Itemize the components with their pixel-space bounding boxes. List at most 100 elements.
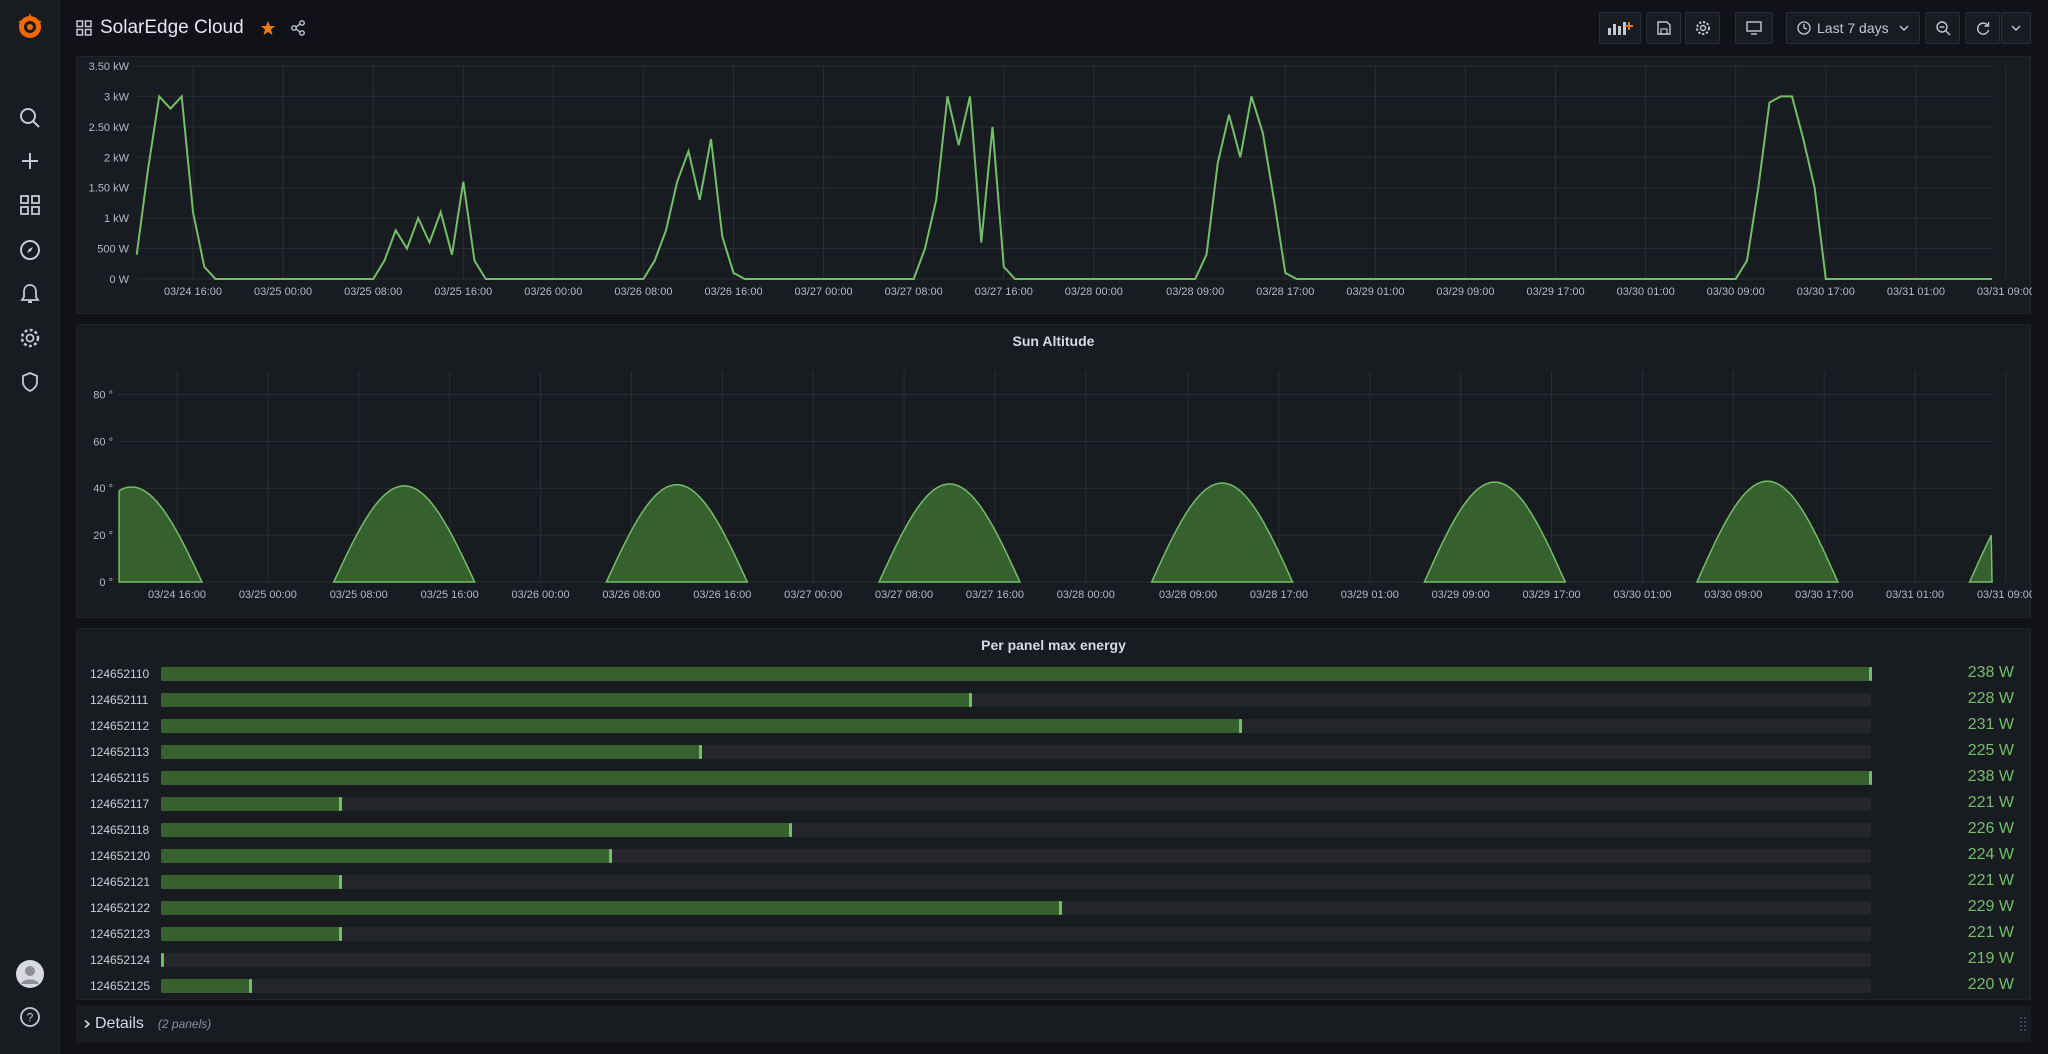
time-range-picker[interactable]: Last 7 days bbox=[1786, 12, 1920, 44]
y-tick-label: 3 kW bbox=[104, 91, 130, 103]
altitude-area-4 bbox=[1150, 482, 1294, 583]
time-range-label: Last 7 days bbox=[1817, 20, 1889, 36]
panel-title: Per panel max energy bbox=[981, 637, 1126, 653]
x-tick-label: 03/28 17:00 bbox=[1250, 589, 1308, 601]
x-tick-label: 03/25 00:00 bbox=[239, 589, 297, 601]
bar-gauge-row: 124652125 220 W bbox=[77, 973, 2032, 999]
star-icon[interactable] bbox=[260, 20, 276, 36]
altitude-area-0 bbox=[118, 486, 204, 583]
x-tick-label: 03/30 09:00 bbox=[1707, 286, 1765, 298]
bar-cap bbox=[969, 693, 972, 707]
altitude-area-6 bbox=[1695, 480, 1840, 583]
x-tick-label: 03/28 00:00 bbox=[1057, 589, 1115, 601]
bar-gauge-row: 124652123 221 W bbox=[77, 921, 2032, 947]
bar-label: 124652113 bbox=[90, 745, 150, 759]
bar-fill bbox=[161, 667, 1871, 681]
y-tick-label: 1 kW bbox=[104, 213, 130, 225]
sun-altitude-panel[interactable]: Sun Altitude 0 ° 20 ° 40 ° 60 ° 80 ° 03/24 16… bbox=[76, 324, 2035, 618]
bar-label: 124652121 bbox=[90, 875, 151, 889]
plus-icon[interactable] bbox=[14, 145, 46, 177]
x-tick-label: 03/25 16:00 bbox=[434, 286, 492, 298]
avatar[interactable] bbox=[14, 958, 46, 990]
details-row-count: (2 panels) bbox=[157, 1017, 212, 1031]
bar-value: 220 W bbox=[1967, 976, 2014, 993]
bar-gauge-row: 124652118 226 W bbox=[77, 817, 2032, 843]
details-row-title[interactable]: Details bbox=[95, 1015, 144, 1032]
y-tick-label: 2 kW bbox=[104, 152, 130, 164]
tv-mode-button[interactable] bbox=[1735, 12, 1773, 44]
bar-fill bbox=[161, 693, 971, 707]
bar-gauge-row: 124652124 219 W bbox=[77, 947, 2032, 973]
bar-label: 124652115 bbox=[90, 771, 150, 785]
x-tick-label: 03/25 08:00 bbox=[330, 589, 388, 601]
x-tick-label: 03/27 16:00 bbox=[975, 286, 1033, 298]
chevron-right-icon[interactable] bbox=[82, 1019, 92, 1029]
bar-label: 124652111 bbox=[90, 693, 149, 707]
bar-value: 219 W bbox=[1967, 950, 2014, 967]
x-tick-label: 03/30 17:00 bbox=[1795, 589, 1853, 601]
explore-icon[interactable] bbox=[14, 234, 46, 266]
x-tick-label: 03/26 08:00 bbox=[602, 589, 660, 601]
bar-value: 229 W bbox=[1967, 898, 2014, 915]
x-tick-label: 03/25 16:00 bbox=[421, 589, 479, 601]
x-tick-label: 03/24 16:00 bbox=[148, 589, 206, 601]
bar-cap bbox=[1059, 901, 1062, 915]
refresh-interval-dropdown[interactable] bbox=[2001, 12, 2031, 44]
bar-fill bbox=[161, 901, 1061, 915]
add-panel-button[interactable] bbox=[1599, 12, 1641, 44]
x-tick-label: 03/30 01:00 bbox=[1617, 286, 1675, 298]
y-tick-label: 1.50 kW bbox=[89, 183, 130, 195]
bar-value: 221 W bbox=[1967, 872, 2014, 889]
chevron-down-icon bbox=[1899, 24, 1909, 32]
page-title[interactable]: SolarEdge Cloud bbox=[100, 17, 244, 38]
x-tick-label: 03/27 08:00 bbox=[875, 589, 933, 601]
power-series-line bbox=[135, 94, 1992, 280]
x-tick-label: 03/29 09:00 bbox=[1436, 286, 1494, 298]
grafana-logo-icon[interactable] bbox=[14, 10, 46, 42]
alerting-icon[interactable] bbox=[14, 278, 46, 310]
help-icon[interactable]: ? bbox=[14, 1001, 46, 1033]
dashboards-icon[interactable] bbox=[14, 189, 46, 221]
bar-value: 226 W bbox=[1967, 820, 2014, 837]
x-tick-label: 03/29 01:00 bbox=[1341, 589, 1399, 601]
altitude-area-7 bbox=[1968, 534, 1993, 583]
power-chart-panel[interactable]: 0 W 500 W 1 kW 1.50 kW 2 kW 2.50 kW 3 kW 3.50 k… bbox=[76, 56, 2035, 314]
bar-gauge-row: 124652117 221 W bbox=[77, 791, 2032, 817]
bar-track bbox=[161, 979, 1871, 993]
x-tick-label: 03/27 08:00 bbox=[885, 286, 943, 298]
search-icon[interactable] bbox=[14, 102, 46, 134]
details-row[interactable]: Details (2 panels) bbox=[76, 1006, 2031, 1042]
bar-label: 124652123 bbox=[90, 927, 151, 941]
x-tick-label: 03/27 16:00 bbox=[966, 589, 1024, 601]
altitude-area-5 bbox=[1423, 481, 1567, 583]
sidebar: ? bbox=[0, 0, 60, 1054]
x-tick-label: 03/27 00:00 bbox=[784, 589, 842, 601]
save-dashboard-button[interactable] bbox=[1646, 12, 1681, 44]
x-tick-label: 03/26 08:00 bbox=[614, 286, 672, 298]
refresh-button[interactable] bbox=[1965, 12, 2000, 44]
bar-value: 225 W bbox=[1967, 742, 2014, 759]
bar-fill bbox=[161, 875, 341, 889]
shield-icon[interactable] bbox=[14, 366, 46, 398]
bar-track bbox=[161, 693, 1871, 707]
drag-handle-icon[interactable] bbox=[2019, 1016, 2027, 1032]
bar-gauge-row: 124652122 229 W bbox=[77, 895, 2032, 921]
y-tick-label: 3.50 kW bbox=[89, 61, 130, 73]
settings-gear-icon[interactable] bbox=[1685, 12, 1720, 44]
x-tick-label: 03/31 09:00 bbox=[1977, 589, 2032, 601]
bar-track bbox=[161, 771, 1872, 785]
bar-track bbox=[161, 797, 1871, 811]
bar-value: 228 W bbox=[1967, 690, 2014, 707]
x-tick-label: 03/29 17:00 bbox=[1523, 589, 1581, 601]
bar-cap bbox=[1869, 771, 1872, 785]
power-line-chart: 0 W 500 W 1 kW 1.50 kW 2 kW 2.50 kW 3 kW 3.50 k… bbox=[89, 61, 2035, 298]
zoom-out-button[interactable] bbox=[1925, 12, 1960, 44]
configuration-icon[interactable] bbox=[14, 322, 46, 354]
per-panel-energy-panel[interactable]: Per panel max energy 124652110 238 W 12465… bbox=[76, 628, 2031, 1000]
bar-cap bbox=[1239, 719, 1242, 733]
share-icon[interactable] bbox=[290, 20, 306, 36]
bar-label: 124652117 bbox=[90, 797, 150, 811]
sun-altitude-area-chart: 0 ° 20 ° 40 ° 60 ° 80 ° 03/24 16:00 03/25 00:0… bbox=[93, 371, 2035, 601]
bar-fill bbox=[161, 849, 611, 863]
x-tick-label: 03/31 01:00 bbox=[1887, 286, 1945, 298]
